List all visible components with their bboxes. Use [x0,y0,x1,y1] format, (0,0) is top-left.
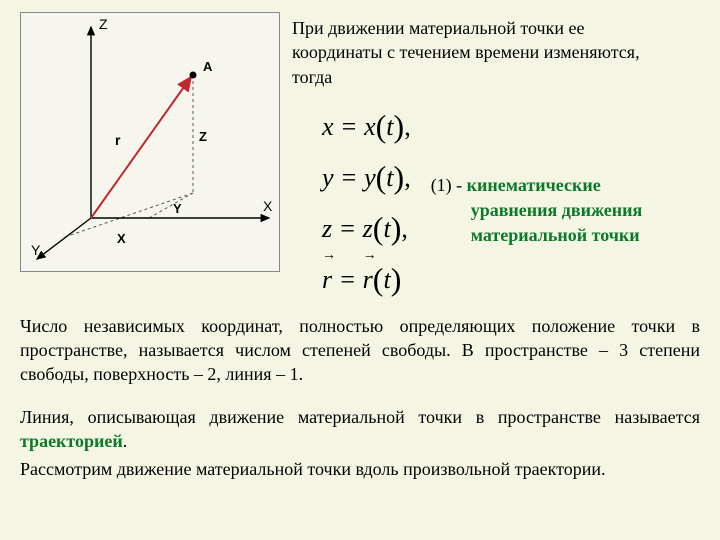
intro-line2: координаты с течением времени изменяются… [292,42,640,62]
annotation-term1: кинематические [467,175,601,195]
consider-paragraph: Рассмотрим движение материальной точки в… [20,457,700,481]
svg-text:A: A [203,59,213,74]
annotation-term3: материальной точки [431,225,640,245]
svg-text:X: X [263,198,273,214]
intro-paragraph: При движении материальной точки ее коорд… [292,12,700,89]
svg-text:Z: Z [99,16,108,32]
annotation-term2: уравнения движения [431,200,643,220]
degrees-of-freedom-paragraph: Число независимых координат, полностью о… [20,314,700,387]
trajectory-term: траекторией [20,431,123,451]
trajectory-paragraph: Линия, описывающая движение материальной… [20,405,700,454]
svg-text:Y: Y [173,201,182,216]
svg-text:X: X [117,231,126,246]
svg-text:Y: Y [31,242,41,258]
coordinate-diagram: Z X Y A r Z Y X [20,12,280,272]
equation-annotation: (1) - кинематические уравнения движения … [431,101,643,249]
svg-text:r: r [115,132,121,148]
annotation-prefix: (1) - [431,175,467,195]
intro-line3: тогда [292,67,332,87]
svg-text:Z: Z [199,129,207,144]
intro-line1: При движении материальной точки ее [292,18,584,38]
kinematic-equations: x = x(t), y = y(t), z = z(t), r = r(t) [292,101,411,306]
